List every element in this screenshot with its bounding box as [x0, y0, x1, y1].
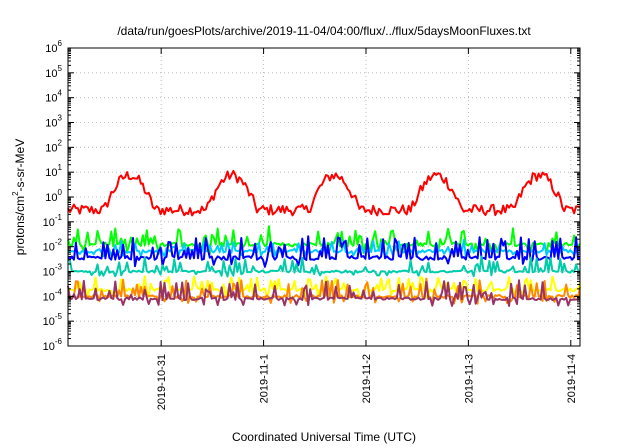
y-tick-exponent: -2 — [55, 238, 63, 247]
series-line-7 — [67, 279, 580, 307]
grid — [68, 48, 580, 346]
y-tick-label: 106 — [45, 39, 62, 55]
chart-title: /data/run/goesPlots/archive/2019-11-04/0… — [117, 24, 531, 38]
y-tick-label: 10-2 — [43, 238, 63, 254]
y-tick-base: 10 — [45, 142, 57, 154]
y-tick-exponent: 4 — [58, 89, 63, 98]
series-line-0 — [67, 169, 581, 217]
y-tick-label: 10-3 — [43, 263, 63, 279]
y-tick-base: 10 — [45, 43, 57, 55]
y-tick-label: 10-1 — [43, 213, 63, 229]
y-tick-base: 10 — [43, 291, 55, 303]
series-line-3 — [67, 235, 581, 268]
x-axis-label: Coordinated Universal Time (UTC) — [232, 430, 416, 444]
y-tick-label: 10-5 — [43, 312, 63, 328]
y-axis-label: protons/cm2-s-sr-MeV — [11, 139, 27, 255]
y-tick-base: 10 — [43, 316, 55, 328]
y-tick-label: 105 — [45, 64, 62, 80]
series-line-4 — [67, 255, 581, 278]
y-tick-exponent: 6 — [58, 39, 63, 48]
series-group — [67, 169, 581, 307]
y-tick-exponent: 5 — [58, 64, 63, 73]
y-axis: 10610510410310210110010-110-210-310-410-… — [43, 39, 580, 353]
y-tick-exponent: 1 — [58, 163, 63, 172]
y-tick-label: 103 — [45, 114, 62, 130]
y-tick-label: 100 — [45, 188, 62, 204]
y-tick-base: 10 — [45, 118, 57, 130]
y-tick-base: 10 — [45, 68, 57, 80]
y-tick-label: 10-6 — [43, 337, 63, 353]
x-tick-label: 2019-11-2 — [361, 354, 373, 403]
x-tick-label: 2019-10-31 — [156, 354, 168, 410]
x-axis: 2019-10-31 2019-11-1 2019-11-2 2019-11-3 201… — [156, 48, 578, 410]
y-tick-exponent: 3 — [58, 114, 63, 123]
y-axis-label-rest: -s-sr-MeV — [13, 139, 27, 192]
y-tick-exponent: -4 — [55, 287, 63, 296]
y-tick-label: 104 — [45, 89, 62, 105]
y-tick-base: 10 — [43, 242, 55, 254]
y-tick-exponent: 2 — [58, 138, 63, 147]
x-tick-label: 2019-11-1 — [259, 354, 271, 403]
y-tick-base: 10 — [45, 93, 57, 105]
y-tick-exponent: 0 — [58, 188, 63, 197]
y-tick-label: 101 — [45, 163, 62, 179]
y-tick-exponent: -3 — [55, 263, 63, 272]
x-tick-label: 2019-11-4 — [566, 354, 578, 403]
y-tick-base: 10 — [43, 267, 55, 279]
y-tick-exponent: -6 — [55, 337, 63, 346]
y-tick-base: 10 — [45, 192, 57, 204]
y-tick-label: 10-4 — [43, 287, 63, 303]
y-tick-exponent: -1 — [55, 213, 63, 222]
y-tick-base: 10 — [45, 167, 57, 179]
x-tick-label: 2019-11-3 — [463, 354, 475, 403]
y-tick-base: 10 — [43, 217, 55, 229]
y-axis-label-exponent: 2 — [11, 191, 20, 196]
y-tick-exponent: -5 — [55, 312, 63, 321]
y-tick-label: 102 — [45, 138, 62, 154]
y-tick-base: 10 — [43, 341, 55, 353]
y-axis-label-base: protons/cm — [13, 196, 27, 255]
